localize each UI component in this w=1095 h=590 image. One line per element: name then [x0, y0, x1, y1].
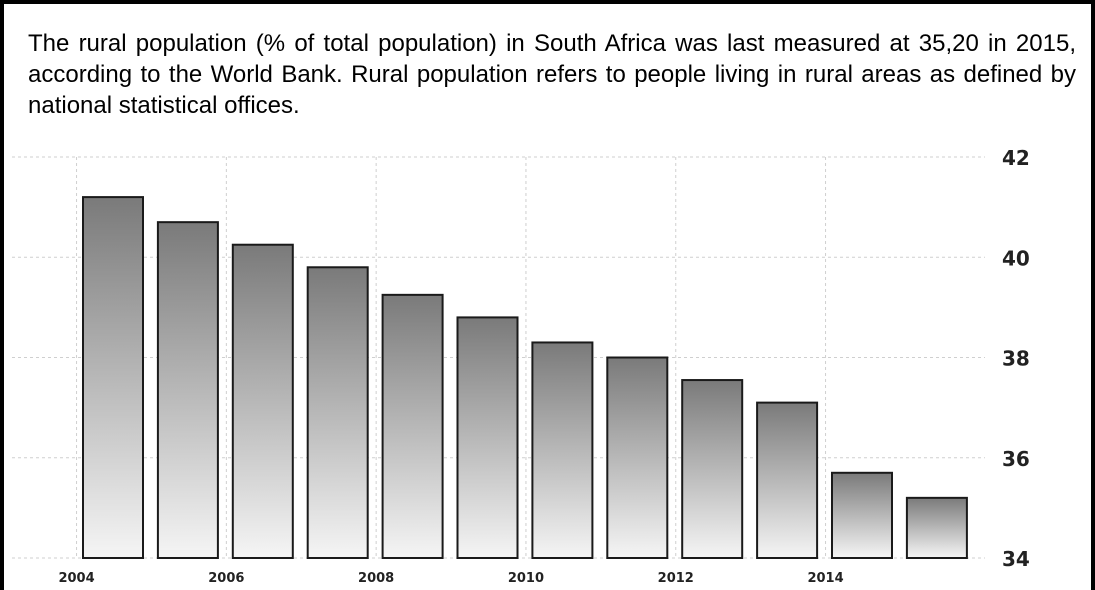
bar-2014	[832, 473, 892, 558]
bar-2008	[383, 295, 443, 558]
y-tick-label: 34	[1002, 547, 1030, 571]
y-tick-label: 42	[1002, 146, 1030, 170]
bar-2011	[607, 358, 667, 559]
x-axis-ticks: 2004 2006 2008 2010 2012 2014	[58, 571, 843, 586]
bar-2010	[532, 342, 592, 558]
y-tick-label: 40	[1002, 246, 1030, 270]
x-tick-label: 2008	[358, 571, 394, 586]
bar-2005	[158, 222, 218, 558]
bar-2007	[308, 267, 368, 558]
bar-2015	[907, 498, 967, 558]
bar-2004	[83, 197, 143, 558]
bar-2006	[233, 245, 293, 558]
y-tick-label: 38	[1002, 347, 1030, 371]
bar-2012	[682, 380, 742, 558]
y-axis-ticks: 42 40 38 36 34	[1002, 146, 1030, 571]
y-tick-label: 36	[1002, 447, 1030, 471]
x-tick-label: 2014	[807, 571, 843, 586]
x-tick-label: 2004	[58, 571, 94, 586]
bars	[83, 197, 967, 558]
x-tick-label: 2010	[508, 571, 544, 586]
x-tick-label: 2006	[208, 571, 244, 586]
bar-2009	[458, 317, 518, 558]
bar-2013	[757, 403, 817, 558]
x-tick-label: 2012	[658, 571, 694, 586]
